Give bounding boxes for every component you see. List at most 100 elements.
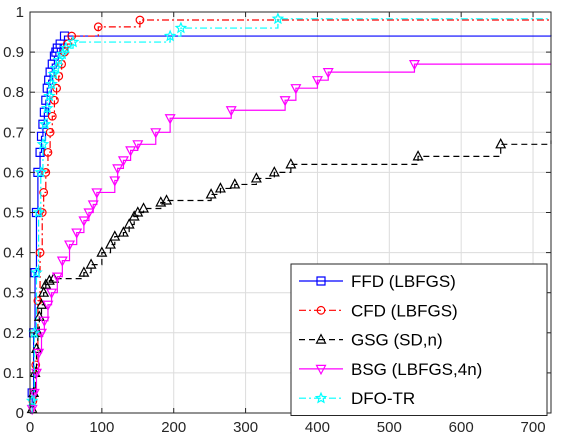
- axis-ticks: 0 100 200 300 400 500 600 700 0 0.1 0.2 0.3 0.4 0.5 0.…: [3, 4, 551, 436]
- data-point: [117, 226, 129, 237]
- data-point: [32, 205, 45, 218]
- data-point: [28, 326, 41, 339]
- data-point: [311, 76, 323, 87]
- legend-label: BSG (LBFGS,4n): [351, 360, 482, 379]
- data-point: [49, 61, 63, 74]
- data-point: [43, 274, 55, 285]
- y-tick-label: 1: [16, 4, 24, 21]
- data-point: [78, 266, 90, 277]
- data-point: [112, 164, 124, 175]
- data-point: [205, 188, 217, 199]
- data-point: [109, 230, 121, 241]
- y-tick-label: 0.7: [3, 124, 24, 141]
- data-point: [135, 15, 145, 25]
- data-point: [36, 137, 50, 150]
- data-point: [35, 147, 45, 157]
- legend-entry: DFO-TR: [299, 389, 415, 408]
- data-point: [138, 202, 150, 213]
- data-point: [37, 208, 47, 217]
- data-point: [161, 194, 173, 205]
- data-point: [93, 22, 103, 32]
- data-point: [47, 67, 60, 80]
- legend: FFD (LBFGS) CFD (LBFGS) GSG (SD,n) BSG (LBF…: [290, 263, 548, 416]
- series-layer: [25, 12, 552, 416]
- y-tick-label: 0.6: [3, 164, 24, 181]
- data-point: [214, 182, 226, 193]
- legend-marker: [315, 364, 327, 376]
- y-tick-label: 0.8: [3, 84, 24, 101]
- data-point: [38, 286, 50, 297]
- data-point: [33, 167, 43, 177]
- data-point: [85, 258, 97, 269]
- legend-entry: FFD (LBFGS): [299, 272, 456, 291]
- data-point: [225, 106, 237, 117]
- data-point: [125, 146, 137, 157]
- series-line: [30, 140, 552, 414]
- data-point: [34, 165, 48, 178]
- data-point: [132, 140, 144, 151]
- x-tick-label: 400: [305, 419, 330, 436]
- data-point: [96, 246, 108, 257]
- data-point: [174, 21, 188, 34]
- y-tick-label: 0.4: [3, 245, 24, 262]
- data-point: [71, 228, 83, 239]
- data-point: [250, 172, 262, 183]
- series-4: [25, 12, 551, 414]
- data-point: [32, 326, 44, 337]
- data-point: [45, 77, 58, 90]
- x-tick-label: 0: [26, 419, 34, 436]
- data-point: [164, 114, 176, 125]
- data-point: [104, 238, 116, 249]
- legend-marker: [315, 333, 327, 344]
- legend-entry: CFD (LBFGS): [299, 301, 458, 320]
- data-point: [36, 298, 47, 309]
- data-point: [50, 95, 59, 105]
- data-point: [56, 256, 68, 267]
- data-point: [83, 208, 95, 219]
- data-point: [56, 47, 69, 60]
- data-point: [66, 35, 80, 48]
- data-point: [33, 348, 45, 360]
- legend-marker: [316, 305, 326, 315]
- x-tick-label: 300: [233, 419, 258, 436]
- data-point: [30, 342, 42, 353]
- data-point: [91, 188, 103, 199]
- legend-entry: GSG (SD,n): [299, 331, 443, 350]
- data-point: [109, 176, 121, 187]
- data-point: [123, 218, 135, 229]
- data-point: [408, 60, 420, 71]
- y-tick-label: 0.2: [3, 325, 24, 342]
- data-point: [229, 178, 241, 189]
- data-point: [41, 167, 51, 177]
- x-tick-label: 700: [521, 419, 546, 436]
- series-3: [26, 60, 551, 416]
- data-point: [28, 388, 40, 400]
- series-line: [30, 18, 552, 414]
- data-point: [35, 248, 45, 258]
- data-point: [39, 188, 49, 197]
- legend-label: GSG (SD,n): [351, 331, 443, 350]
- data-point: [47, 111, 57, 121]
- legend-label: FFD (LBFGS): [351, 272, 456, 291]
- data-point: [52, 53, 65, 66]
- data-point: [38, 316, 50, 328]
- data-point: [150, 128, 162, 139]
- data-point: [43, 89, 56, 102]
- data-point: [38, 117, 52, 130]
- data-point: [45, 127, 55, 137]
- data-point: [30, 266, 43, 278]
- data-point: [163, 29, 177, 42]
- data-point: [36, 328, 47, 340]
- legend-entry: BSG (LBFGS,4n): [299, 360, 482, 379]
- y-tick-label: 0.5: [3, 205, 24, 222]
- data-point: [51, 272, 63, 283]
- data-point: [64, 240, 76, 251]
- series-2: [26, 138, 552, 414]
- legend-marker: [314, 391, 328, 404]
- data-point: [33, 310, 45, 321]
- data-point: [117, 156, 129, 167]
- data-point: [495, 138, 507, 149]
- data-point: [78, 216, 90, 227]
- y-tick-label: 0.9: [3, 44, 24, 61]
- legend-marker: [316, 276, 326, 286]
